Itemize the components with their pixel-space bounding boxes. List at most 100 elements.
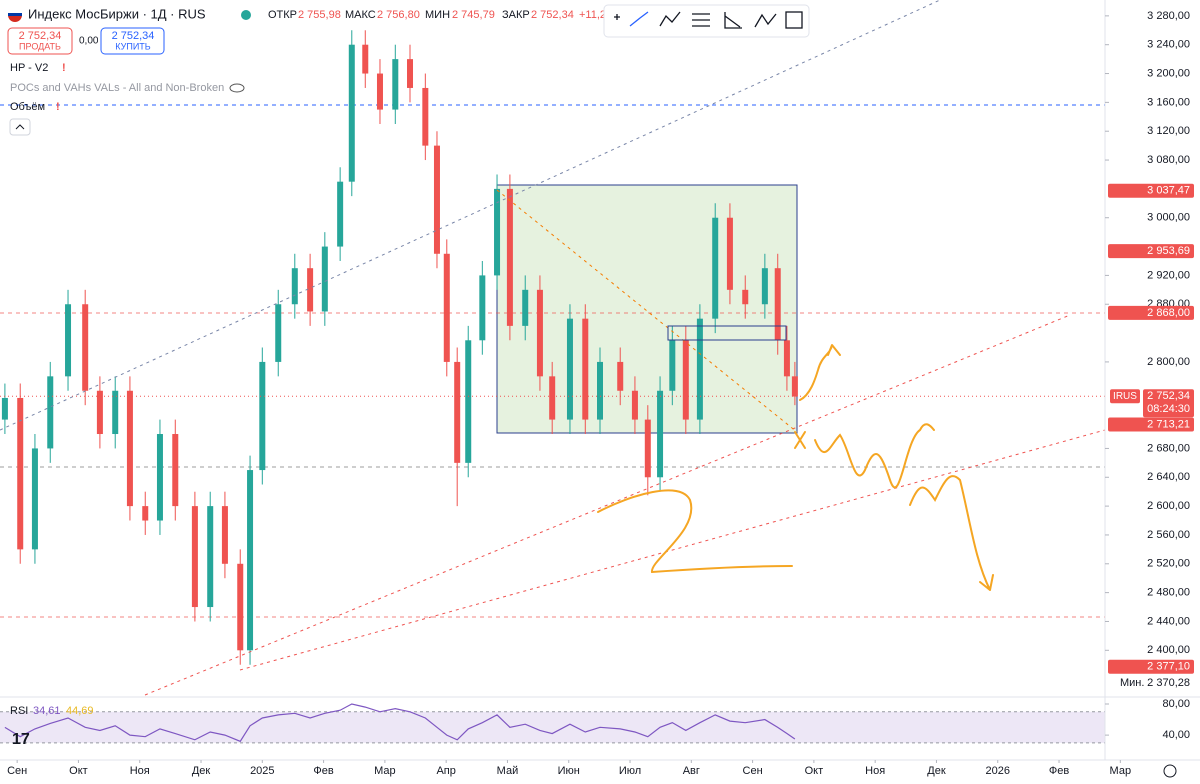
indicator-name[interactable]: HP - V2 [10, 62, 48, 74]
x-tick-label: Дек [192, 765, 211, 777]
candle-body [506, 188, 513, 326]
indicator-name[interactable]: POCs and VAHs VALs - All and Non-Broken [10, 82, 224, 94]
x-tick-label: Май [497, 765, 519, 777]
ticker-label: IRUS [1113, 391, 1137, 402]
x-tick-label: Окт [69, 765, 88, 777]
ohlc-value: 2 752,34 [531, 9, 574, 21]
warning-badge: ! [56, 101, 60, 113]
sell-button[interactable] [7, 27, 73, 55]
x-tick-label: Сен [7, 765, 27, 777]
rsi-legend-value: 44,69 [66, 705, 94, 717]
candle-body [669, 340, 676, 391]
candle-body [237, 563, 244, 651]
price-tag-label: 2 868,00 [1147, 307, 1190, 319]
candle-body [582, 318, 589, 420]
price-tag-label: 2 713,21 [1147, 418, 1190, 430]
rsi-band [0, 711, 1105, 743]
min-value: 2 370,28 [1147, 677, 1190, 689]
range-box [496, 184, 798, 434]
settings-icon[interactable] [1163, 764, 1177, 778]
ohlc-value: 2 756,80 [377, 9, 420, 21]
candle-body [494, 188, 501, 276]
drawing-toolbar [603, 4, 810, 38]
symbol-title: Индекс МосБиржи · 1Д · RUS [28, 6, 206, 21]
candle-body [783, 340, 790, 377]
y-tick-label: 40,00 [1162, 729, 1190, 741]
x-tick-label: Авг [683, 765, 700, 777]
candle-body [696, 318, 703, 420]
candle-body [191, 506, 198, 608]
y-tick-label: 2 440,00 [1147, 615, 1190, 627]
price-tag-label: 2 752,34 [1147, 390, 1190, 402]
y-tick-label: 2 400,00 [1147, 644, 1190, 656]
candle-body [259, 361, 266, 471]
candle-body [221, 506, 228, 564]
buy-label[interactable]: КУПИТЬ [115, 41, 150, 51]
indicator-name[interactable]: Объём [10, 101, 45, 113]
candle-body [348, 44, 355, 182]
y-tick-label: 2 480,00 [1147, 587, 1190, 599]
x-tick-label: Ноя [130, 765, 150, 777]
ohlc-value: 2 755,98 [298, 9, 341, 21]
spread: 0,00 [79, 36, 99, 47]
price-tag-label: 2 377,10 [1147, 661, 1190, 673]
candle-body [392, 59, 399, 110]
y-tick-label: 2 640,00 [1147, 471, 1190, 483]
y-tick-label: 2 600,00 [1147, 500, 1190, 512]
y-tick-label: 3 000,00 [1147, 212, 1190, 224]
ohlc-key: МИН [425, 9, 450, 21]
hide-icon[interactable] [229, 83, 245, 93]
hand-drawing [597, 344, 994, 591]
candle-body [465, 340, 472, 463]
candle-body [549, 376, 556, 420]
change: +11,2 [579, 9, 606, 21]
candle-body [47, 376, 54, 449]
buy-price[interactable]: 2 752,34 [112, 30, 155, 42]
candle-body [96, 390, 103, 435]
x-tick-label: Фев [1049, 765, 1069, 777]
candle-body [291, 268, 298, 305]
candle-body [522, 289, 529, 326]
x-tick-label: Фев [313, 765, 333, 777]
x-tick-label: Окт [805, 765, 824, 777]
candle-body [657, 390, 664, 478]
candle-body [596, 361, 603, 420]
sell-label[interactable]: ПРОДАТЬ [19, 41, 61, 51]
price-tag [1108, 417, 1194, 432]
drawings [0, 0, 1106, 696]
trend-line [144, 314, 1071, 696]
buy-button[interactable] [100, 27, 165, 55]
y-tick-label: 2 680,00 [1147, 442, 1190, 454]
toolbar-icons[interactable] [614, 11, 803, 29]
candle-body [791, 376, 798, 397]
rsi-title: RSI [10, 705, 28, 717]
candle-body [631, 390, 638, 420]
candle-body [712, 217, 719, 319]
candle-body [742, 289, 749, 305]
x-tick-label: 2025 [250, 765, 274, 777]
candle-body [644, 419, 651, 478]
candle-body [422, 87, 429, 146]
x-tick-label: Июл [619, 765, 641, 777]
candle-body [207, 506, 214, 608]
price-tag [1108, 305, 1194, 320]
candle-body [536, 289, 543, 377]
x-tick-label: Дек [927, 765, 946, 777]
status-dot [241, 10, 251, 20]
price-tag [1143, 389, 1194, 418]
sell-price[interactable]: 2 752,34 [19, 30, 62, 42]
candle-body [321, 246, 328, 312]
candle-body [682, 340, 689, 420]
candle-body [566, 318, 573, 420]
trend-line [239, 429, 1106, 671]
y-tick-label: 2 800,00 [1147, 356, 1190, 368]
price-tag [1108, 659, 1194, 674]
candle-body [726, 217, 733, 290]
ohlc-value: 2 745,79 [452, 9, 495, 21]
axes: 3 280,00 3 240,00 3 200,00 3 160,00 3 120,00… [7, 10, 1194, 777]
candle-body [126, 390, 133, 507]
candle-body [433, 145, 440, 254]
x-tick-label: Ноя [865, 765, 885, 777]
collapse-button[interactable] [9, 118, 31, 136]
